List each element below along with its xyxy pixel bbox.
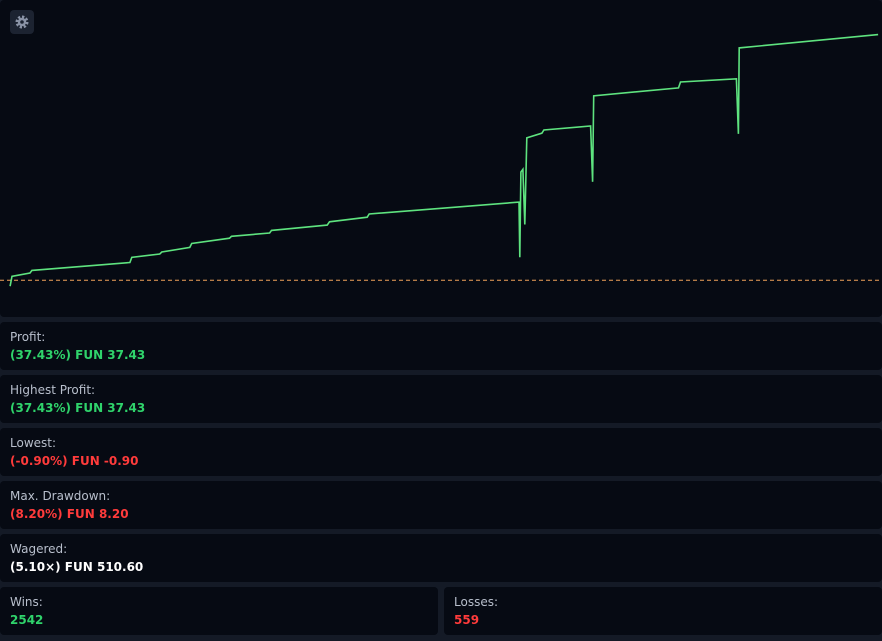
stat-label: Losses:	[454, 595, 498, 609]
stat-value: 559	[454, 613, 480, 627]
gear-icon	[15, 15, 29, 29]
stat-value: (37.43%) FUN 37.43	[10, 348, 146, 362]
stat-panel: Lowest: (-0.90%) FUN -0.90	[0, 428, 882, 476]
stat-panel: Wins: 2542	[0, 587, 438, 635]
stat-panel: Max. Drawdown: (8.20%) FUN 8.20	[0, 481, 882, 529]
stat-label: Wins:	[10, 595, 43, 609]
chart	[0, 33, 882, 287]
stat-value: 2542	[10, 613, 44, 627]
stat-value: (8.20%) FUN 8.20	[10, 507, 129, 521]
stats: Profit: (37.43%) FUN 37.43 Highest Profit:…	[0, 322, 882, 635]
stat-label: Wagered:	[10, 542, 68, 556]
stat-panel: Profit: (37.43%) FUN 37.43	[0, 322, 882, 370]
stat-value: (5.10×) FUN 510.60	[10, 560, 144, 574]
chart-panel	[0, 0, 882, 317]
stat-value: (37.43%) FUN 37.43	[10, 401, 146, 415]
stat-value: (-0.90%) FUN -0.90	[10, 454, 139, 468]
stat-label: Profit:	[10, 330, 46, 344]
stat-label: Highest Profit:	[10, 383, 96, 397]
profit-line	[9, 33, 879, 287]
settings-button[interactable]	[10, 10, 34, 34]
stat-label: Max. Drawdown:	[10, 489, 111, 503]
stat-label: Lowest:	[10, 436, 57, 450]
stat-panel: Losses: 559	[444, 587, 882, 635]
stat-panel: Highest Profit: (37.43%) FUN 37.43	[0, 375, 882, 423]
stat-panel: Wagered: (5.10×) FUN 510.60	[0, 534, 882, 582]
